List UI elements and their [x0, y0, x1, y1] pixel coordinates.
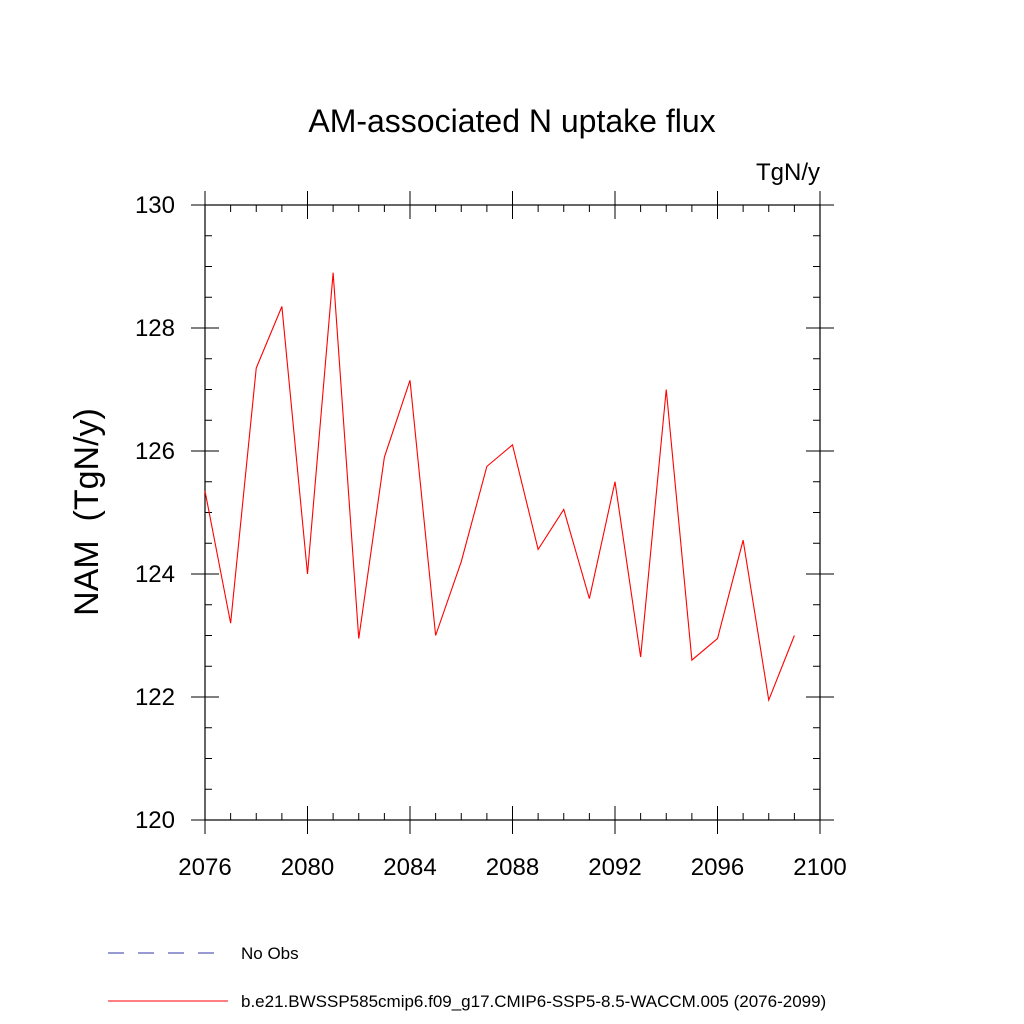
- y-tick-label: 122: [135, 684, 175, 711]
- legend: No Obs b.e21.BWSSP585cmip6.f09_g17.CMIP6-…: [108, 944, 826, 1011]
- y-tick-label: 126: [135, 438, 175, 465]
- x-tick-label: 2084: [383, 854, 436, 881]
- x-tick-label: 2080: [281, 854, 334, 881]
- y-tick-label: 124: [135, 561, 175, 588]
- x-tick-label: 2076: [178, 854, 231, 881]
- x-tick-label: 2096: [691, 854, 744, 881]
- x-tick-label: 2092: [588, 854, 641, 881]
- units-label: TgN/y: [756, 159, 820, 186]
- series-layer: [204, 272, 795, 703]
- axes: [204, 204, 821, 821]
- chart-title: AM-associated N uptake flux: [308, 103, 715, 139]
- x-tick-label: 2100: [793, 854, 846, 881]
- plot-frame: [204, 204, 821, 821]
- tick-labels: 2076 2080 2084 2088 2092 2096 2100 120 122 124 126…: [135, 192, 847, 881]
- x-tick-label: 2088: [486, 854, 539, 881]
- ticks: [191, 191, 834, 834]
- y-tick-label: 128: [135, 315, 175, 342]
- series-line: [204, 272, 795, 703]
- y-tick-label: 120: [135, 807, 175, 834]
- y-tick-label: 130: [135, 192, 175, 219]
- y-axis-label: NAM (TgN/y): [68, 408, 106, 616]
- legend-label: No Obs: [241, 944, 299, 963]
- legend-label: b.e21.BWSSP585cmip6.f09_g17.CMIP6-SSP5-8…: [241, 992, 826, 1011]
